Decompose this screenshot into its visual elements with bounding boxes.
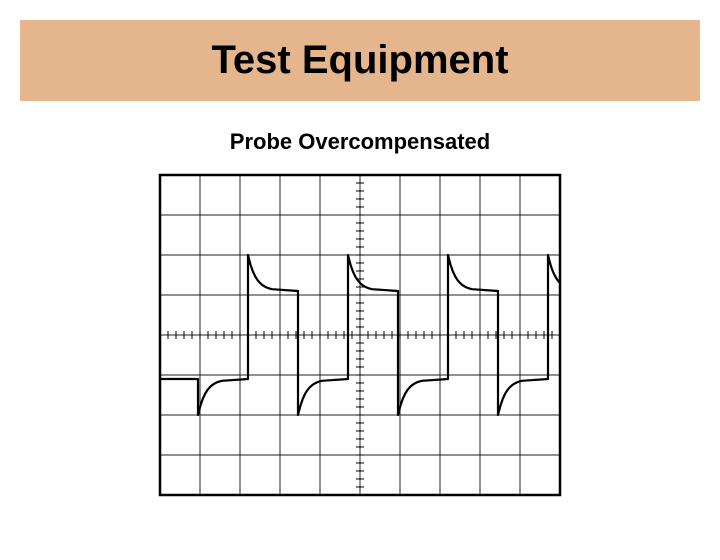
scope-container [0, 173, 720, 497]
subtitle: Probe Overcompensated [0, 129, 720, 155]
page-title: Test Equipment [30, 38, 690, 83]
oscilloscope-diagram [158, 173, 562, 497]
title-bar: Test Equipment [20, 20, 700, 101]
